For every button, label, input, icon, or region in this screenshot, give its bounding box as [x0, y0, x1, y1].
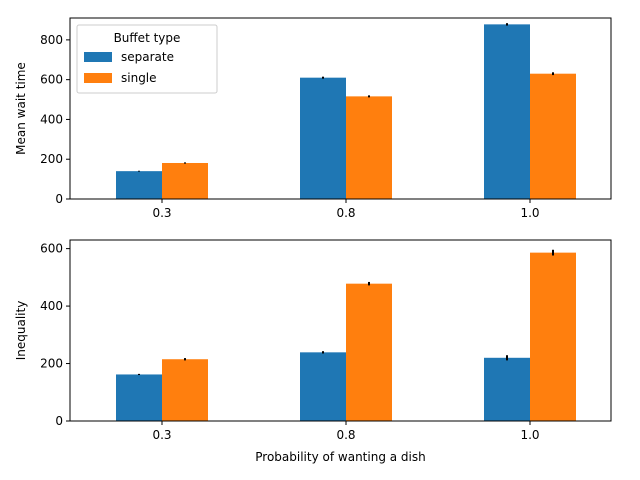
bottom-chart-panel: 0 200 400 600 0.3 0.8 1.0 Inequality Probabil…: [14, 239, 612, 464]
bottom-error-bars: [138, 249, 554, 376]
bottom-plot-frame: [69, 239, 612, 422]
legend-label-single: single: [121, 71, 157, 85]
top-x-axis: 0.3 0.8 1.0: [152, 199, 540, 220]
top-y-tick-label: 600: [40, 73, 63, 87]
top-plot-frame: [69, 17, 612, 200]
top-error-bars: [138, 23, 554, 172]
top-bar-single-0_8: [346, 96, 392, 199]
top-y-axis: 0 200 400 600 800: [40, 33, 70, 206]
bottom-y-axis-label: Inequality: [14, 301, 28, 361]
top-y-tick-label: 200: [40, 152, 63, 166]
top-y-tick-label: 400: [40, 112, 63, 126]
top-bar-separate-1_0: [484, 24, 530, 199]
legend-swatch-single: [84, 73, 112, 83]
bottom-bar-separate-0_3: [116, 374, 162, 421]
bottom-bar-single-1_0: [530, 252, 576, 421]
top-y-axis-label: Mean wait time: [14, 62, 28, 155]
bottom-x-tick-label: 0.8: [336, 428, 355, 442]
bottom-bar-single-0_8: [346, 283, 392, 421]
bottom-y-tick-label: 200: [40, 357, 63, 371]
legend: Buffet type separate single: [76, 24, 218, 94]
bottom-bar-separate-0_8: [300, 352, 346, 421]
top-bar-single-0_3: [162, 162, 208, 199]
top-bars: [116, 24, 576, 199]
bottom-y-tick-label: 600: [40, 242, 63, 256]
top-y-tick-label: 800: [40, 33, 63, 47]
top-bar-single-1_0: [530, 73, 576, 199]
top-bar-separate-0_3: [116, 171, 162, 199]
bottom-y-tick-label: 0: [55, 414, 63, 428]
bottom-bars: [116, 252, 576, 421]
top-chart-panel: 0 200 400 600 800 0.3 0.8 1.0 Mean wait time B…: [14, 17, 612, 220]
bottom-y-tick-label: 400: [40, 299, 63, 313]
bottom-y-axis: 0 200 400 600: [40, 242, 70, 428]
bottom-x-tick-label: 0.3: [152, 428, 171, 442]
bottom-bar-separate-1_0: [484, 357, 530, 421]
bottom-x-axis-label: Probability of wanting a dish: [255, 450, 425, 464]
legend-swatch-separate: [84, 52, 112, 62]
bottom-x-tick-label: 1.0: [520, 428, 539, 442]
top-x-tick-label: 0.3: [152, 206, 171, 220]
top-bar-separate-0_8: [300, 77, 346, 199]
top-y-tick-label: 0: [55, 192, 63, 206]
bottom-bar-single-0_3: [162, 359, 208, 421]
bottom-x-axis: 0.3 0.8 1.0: [152, 421, 540, 442]
legend-label-separate: separate: [121, 50, 174, 64]
top-x-tick-label: 0.8: [336, 206, 355, 220]
legend-title: Buffet type: [114, 31, 181, 45]
top-x-tick-label: 1.0: [520, 206, 539, 220]
